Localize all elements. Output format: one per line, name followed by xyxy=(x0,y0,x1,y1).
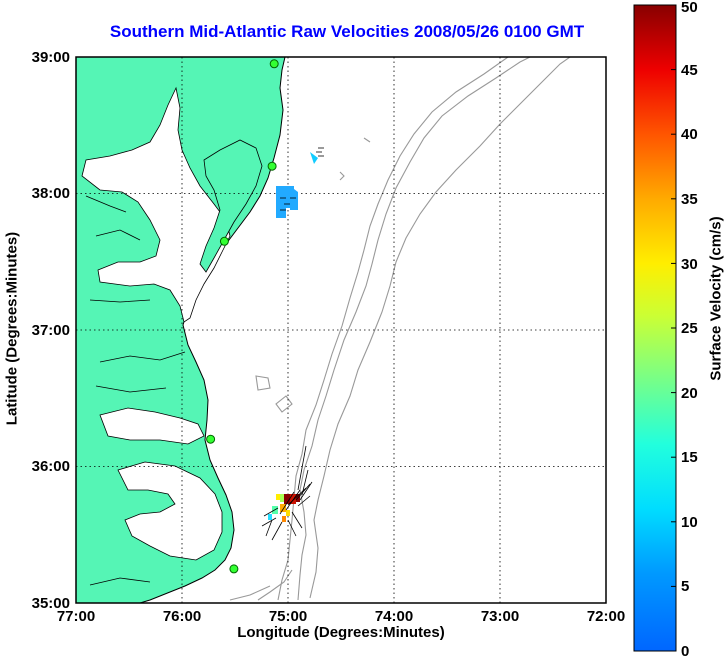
pamlico-sound xyxy=(117,461,223,561)
colorbar-tick-label: 40 xyxy=(681,126,698,143)
colorbar-tick-label: 35 xyxy=(681,191,698,208)
plot-frame xyxy=(75,56,607,604)
lon-tick-label: 72:00 xyxy=(587,608,625,625)
rivers xyxy=(85,195,186,586)
colorbar-tick-label: 25 xyxy=(681,320,698,337)
lat-tick-label: 36:00 xyxy=(32,458,70,475)
colorbar-tick-label: 0 xyxy=(681,643,689,659)
colorbar-tick-label: 5 xyxy=(681,578,689,595)
colorbar-tick-label: 50 xyxy=(681,0,698,16)
radar-sites xyxy=(206,59,279,574)
colorbar xyxy=(633,4,677,652)
lat-tick-label: 37:00 xyxy=(32,322,70,339)
lat-tick-label: 35:00 xyxy=(32,595,70,612)
radar-site-marker xyxy=(219,236,229,246)
lon-tick-label: 77:00 xyxy=(57,608,95,625)
lon-tick-label: 75:00 xyxy=(269,608,307,625)
eastern-shore xyxy=(199,139,263,273)
radar-site-marker xyxy=(269,59,279,69)
colorbar-tick-label: 30 xyxy=(681,256,698,273)
radar-site-marker xyxy=(206,434,216,444)
lon-tick-label: 76:00 xyxy=(163,608,201,625)
lat-tick-label: 39:00 xyxy=(32,49,70,66)
colorbar-label: Surface Velocity (cm/s) xyxy=(707,216,724,381)
velocity-vectors xyxy=(261,147,324,541)
map-title: Southern Mid-Atlantic Raw Velocities 200… xyxy=(109,22,585,41)
colorbar-tick-label: 45 xyxy=(681,62,698,79)
lon-tick-label: 73:00 xyxy=(481,608,519,625)
colorbar-tick-label: 15 xyxy=(681,449,698,466)
radar-site-marker xyxy=(267,161,277,171)
colorbar-tick-label: 10 xyxy=(681,514,698,531)
x-axis-label: Longitude (Degrees:Minutes) xyxy=(237,624,445,641)
lat-tick-label: 38:00 xyxy=(32,185,70,202)
radar-site-marker xyxy=(229,564,239,574)
lon-tick-label: 74:00 xyxy=(375,608,413,625)
colorbar-tick-label: 20 xyxy=(681,385,698,402)
y-axis-label: Latitude (Degrees:Minutes) xyxy=(3,231,21,426)
chesapeake-bay xyxy=(81,86,231,323)
albemarle-sound xyxy=(99,407,205,445)
